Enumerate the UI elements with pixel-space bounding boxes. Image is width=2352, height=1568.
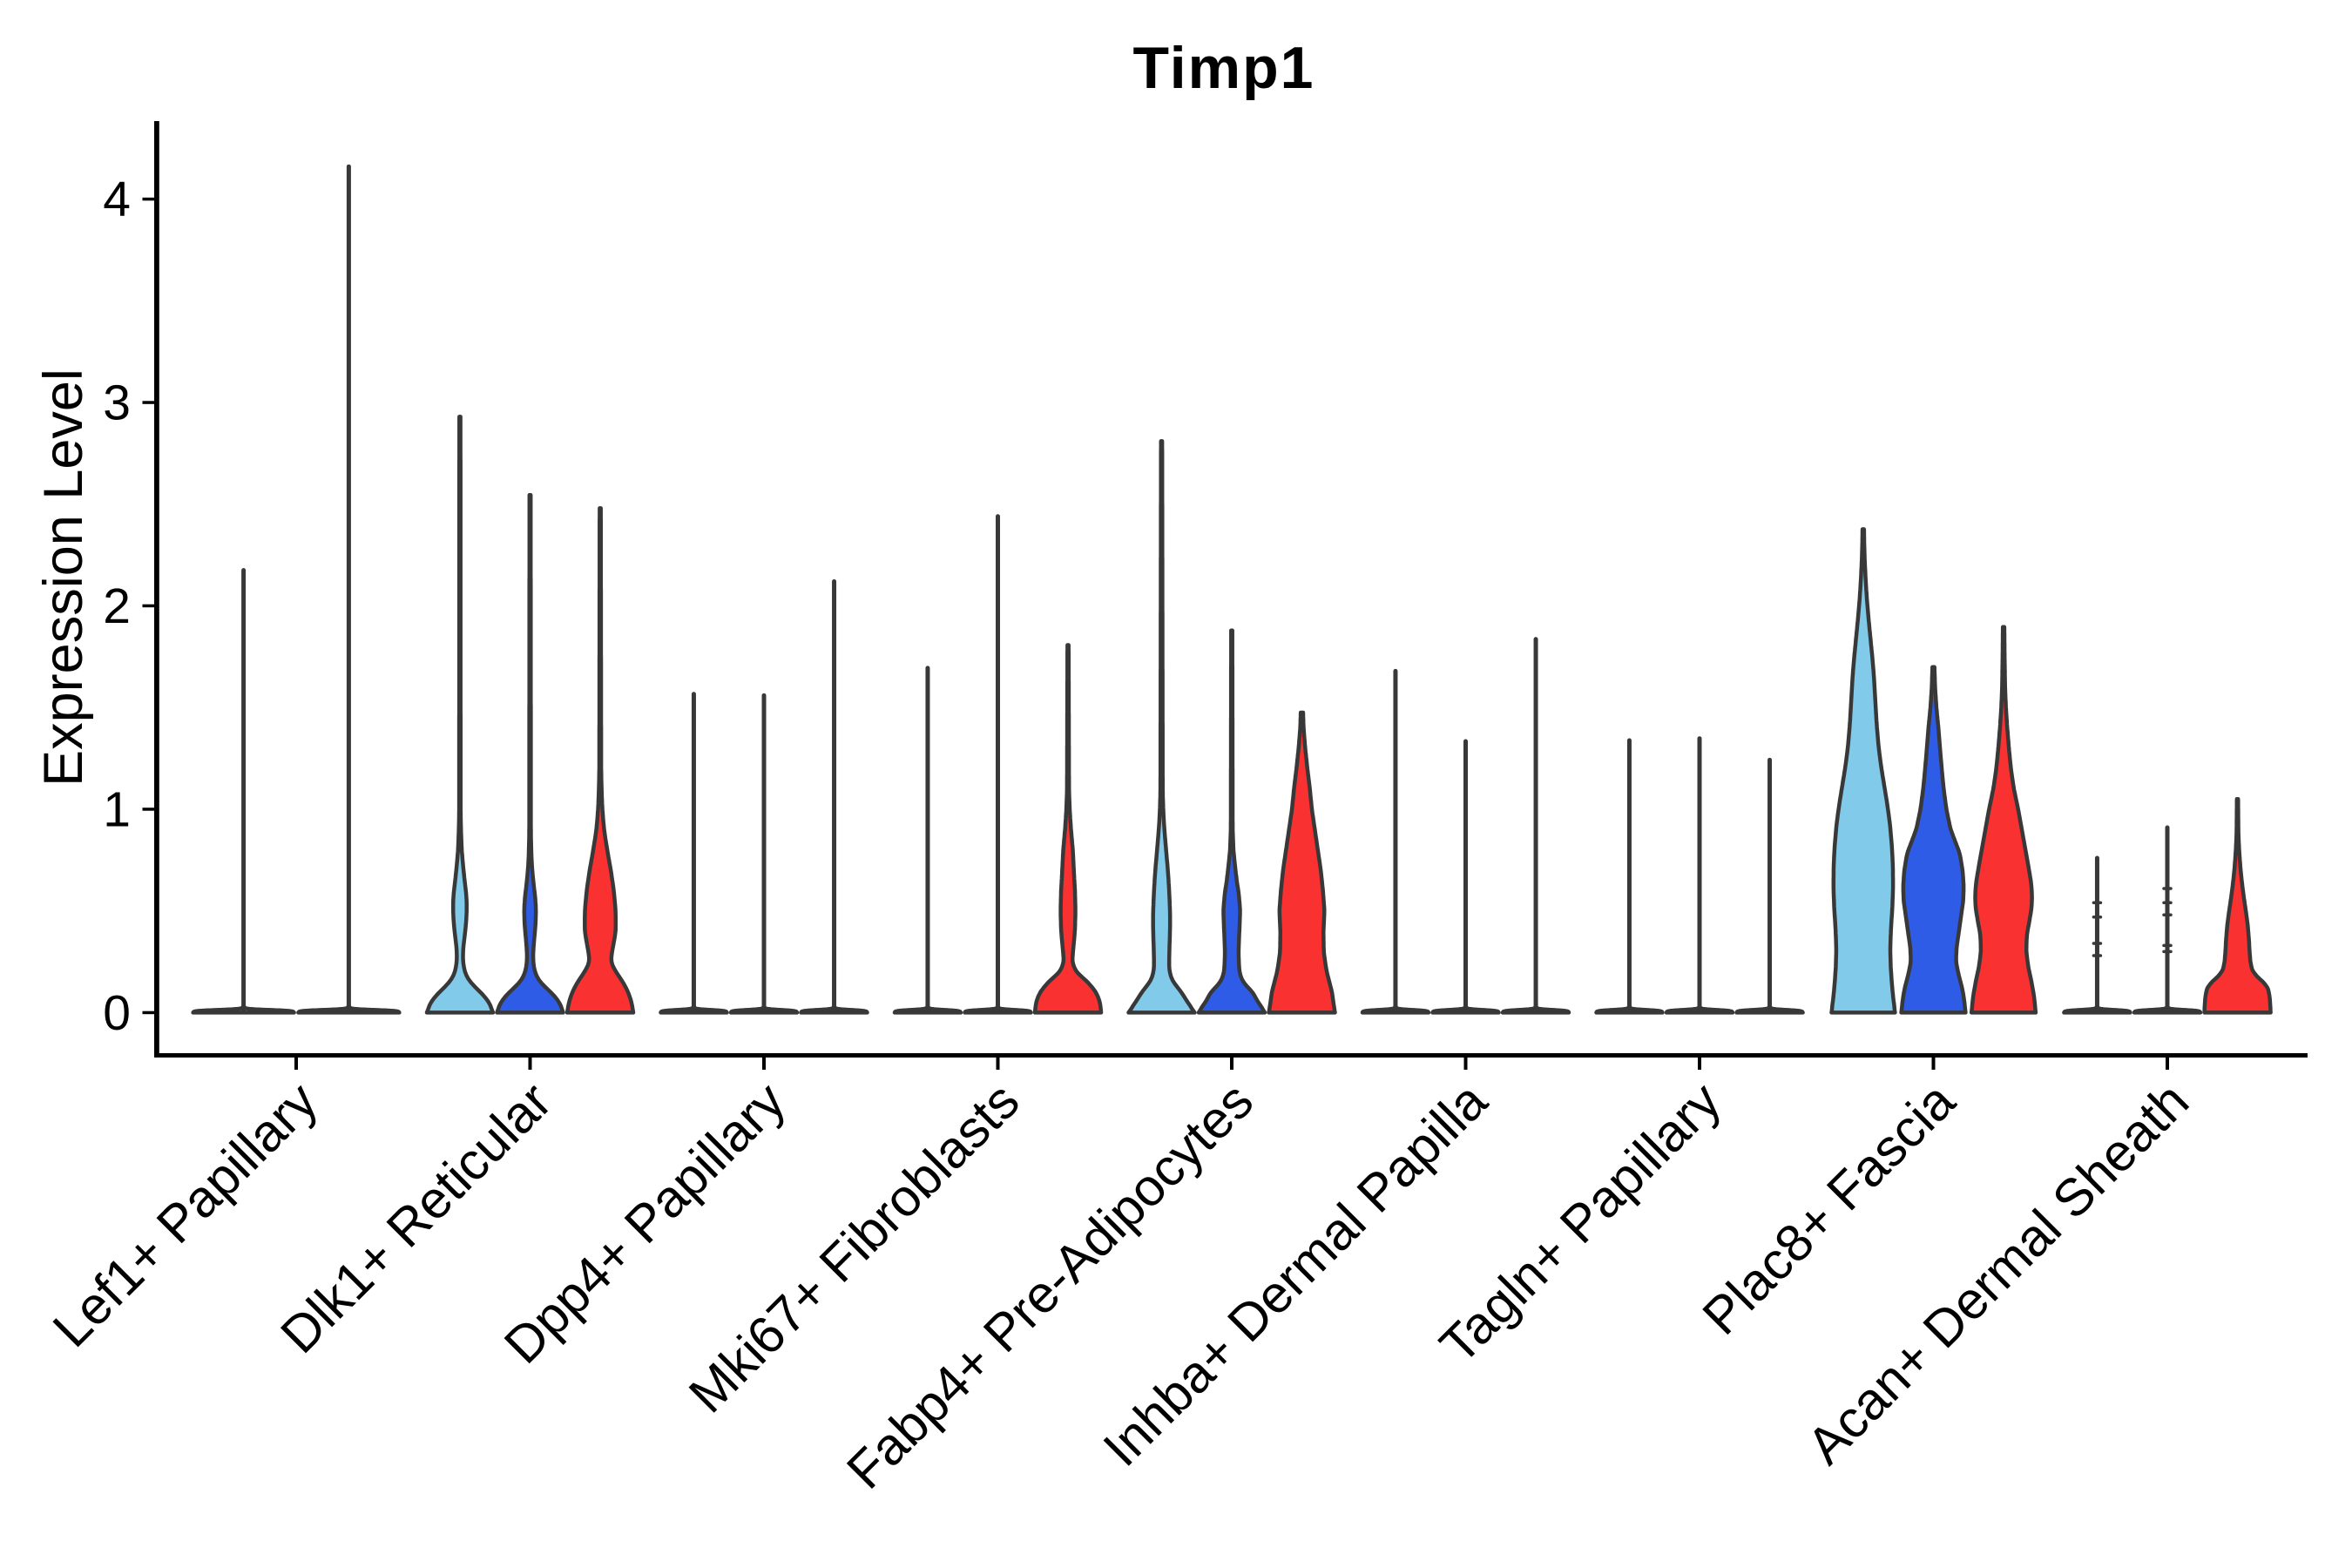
svg-text:1: 1 bbox=[103, 782, 131, 838]
svg-text:Timp1: Timp1 bbox=[1132, 35, 1315, 101]
svg-text:3: 3 bbox=[103, 375, 131, 431]
svg-text:2: 2 bbox=[103, 578, 131, 634]
svg-text:Expression Level: Expression Level bbox=[33, 368, 94, 787]
svg-text:0: 0 bbox=[103, 985, 131, 1041]
svg-text:4: 4 bbox=[103, 172, 131, 227]
